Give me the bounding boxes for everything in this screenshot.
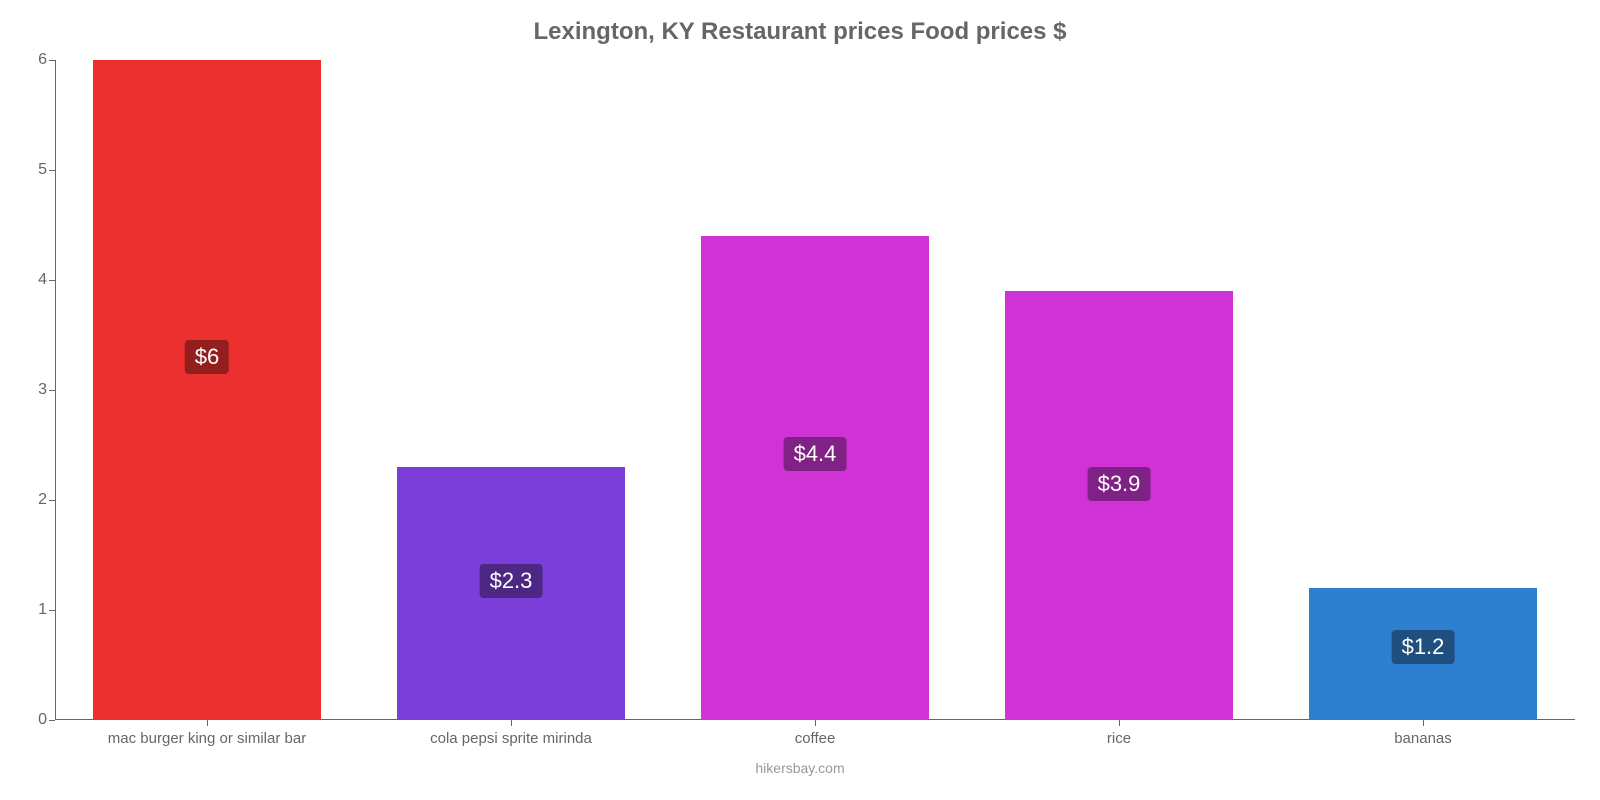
y-tick-label: 4: [38, 271, 55, 289]
credit-text: hikersbay.com: [0, 760, 1600, 776]
bar-value-label: $3.9: [1088, 467, 1151, 501]
bar-value-label: $2.3: [480, 564, 543, 598]
bar: [93, 60, 321, 720]
bar-value-label: $4.4: [784, 437, 847, 471]
x-tick-label: mac burger king or similar bar: [108, 720, 306, 747]
bar-value-label: $6: [185, 340, 229, 374]
x-tick-label: cola pepsi sprite mirinda: [430, 720, 592, 747]
y-axis-line: [55, 60, 56, 720]
x-tick-label: rice: [1107, 720, 1131, 747]
bar: [701, 236, 929, 720]
bar-chart: Lexington, KY Restaurant prices Food pri…: [0, 0, 1600, 800]
y-tick-label: 5: [38, 161, 55, 179]
plot-area: 0123456 $6$2.3$4.4$3.9$1.2 mac burger ki…: [55, 60, 1575, 720]
y-tick-label: 1: [38, 601, 55, 619]
bar-value-label: $1.2: [1392, 630, 1455, 664]
chart-title: Lexington, KY Restaurant prices Food pri…: [0, 18, 1600, 46]
y-tick-label: 6: [38, 51, 55, 69]
y-tick-label: 3: [38, 381, 55, 399]
bar: [1005, 291, 1233, 720]
x-tick-label: coffee: [795, 720, 836, 747]
y-tick-label: 0: [38, 711, 55, 729]
y-tick-label: 2: [38, 491, 55, 509]
x-tick-label: bananas: [1394, 720, 1452, 747]
